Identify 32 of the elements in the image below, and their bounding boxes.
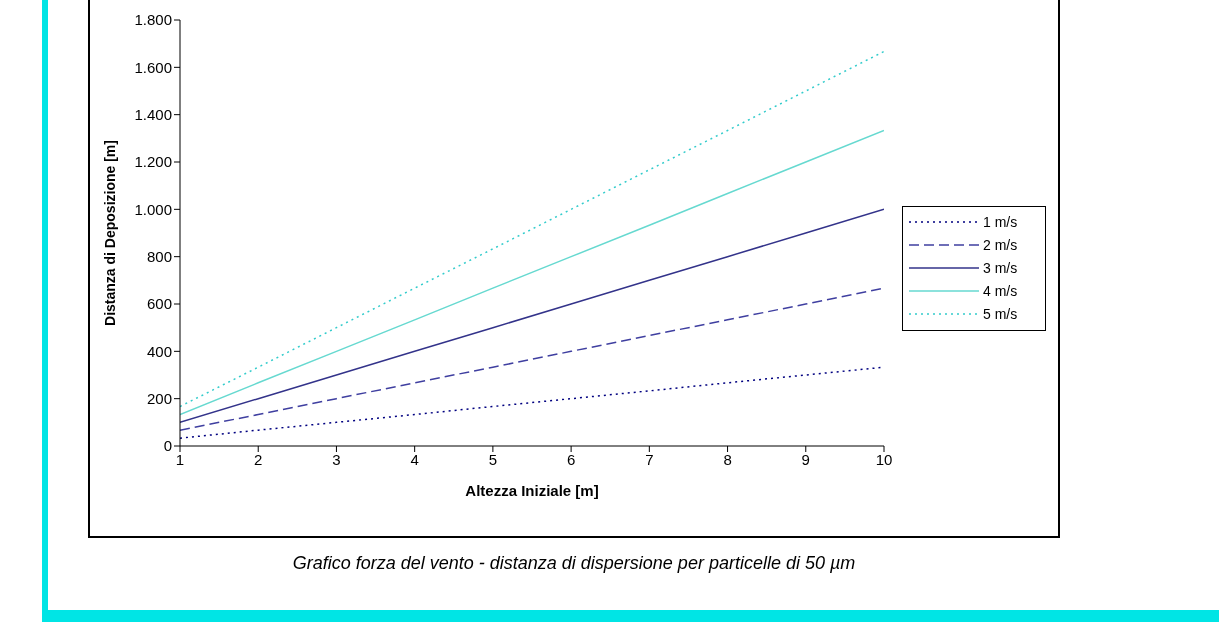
legend-label: 1 m/s xyxy=(983,214,1018,230)
x-tick-label: 6 xyxy=(566,450,576,468)
y-axis-title: Distanza di Deposizione [m] xyxy=(101,140,118,326)
legend-label: 3 m/s xyxy=(983,260,1018,276)
legend-label: 4 m/s xyxy=(983,283,1018,299)
y-tick-label: 600 xyxy=(146,295,172,313)
line-series xyxy=(180,129,884,416)
y-tick-label: 1.000 xyxy=(134,200,172,218)
x-tick-label: 5 xyxy=(488,450,498,468)
y-tick-label: 1.200 xyxy=(134,153,172,171)
y-tick-label: 200 xyxy=(146,389,172,407)
legend-label: 5 m/s xyxy=(983,306,1018,322)
line-series xyxy=(180,50,884,408)
x-tick-label: 7 xyxy=(645,450,654,468)
line-series xyxy=(180,208,884,424)
text: Grafico forza del vento - distanza di dispersione per particelle di 50 µm xyxy=(291,553,857,574)
legend-label: 2 m/s xyxy=(983,237,1018,253)
x-tick-label: 1 xyxy=(175,450,185,468)
y-tick-label: 1.400 xyxy=(134,105,172,123)
y-tick-label: 800 xyxy=(146,247,172,265)
y-tick-label: 0 xyxy=(163,437,172,455)
x-axis-title: Altezza Iniziale [m] xyxy=(465,482,599,499)
line-series xyxy=(180,287,884,431)
y-tick-label: 1.600 xyxy=(134,58,172,76)
y-tick-label: 1.800 xyxy=(134,11,172,29)
x-tick-label: 2 xyxy=(254,450,263,468)
x-tick-label: 9 xyxy=(801,450,810,468)
x-tick-label: 10 xyxy=(875,450,893,468)
x-tick-label: 3 xyxy=(332,450,341,468)
x-tick-label: 8 xyxy=(723,450,732,468)
x-tick-label: 4 xyxy=(410,450,419,468)
y-tick-label: 400 xyxy=(146,342,172,360)
